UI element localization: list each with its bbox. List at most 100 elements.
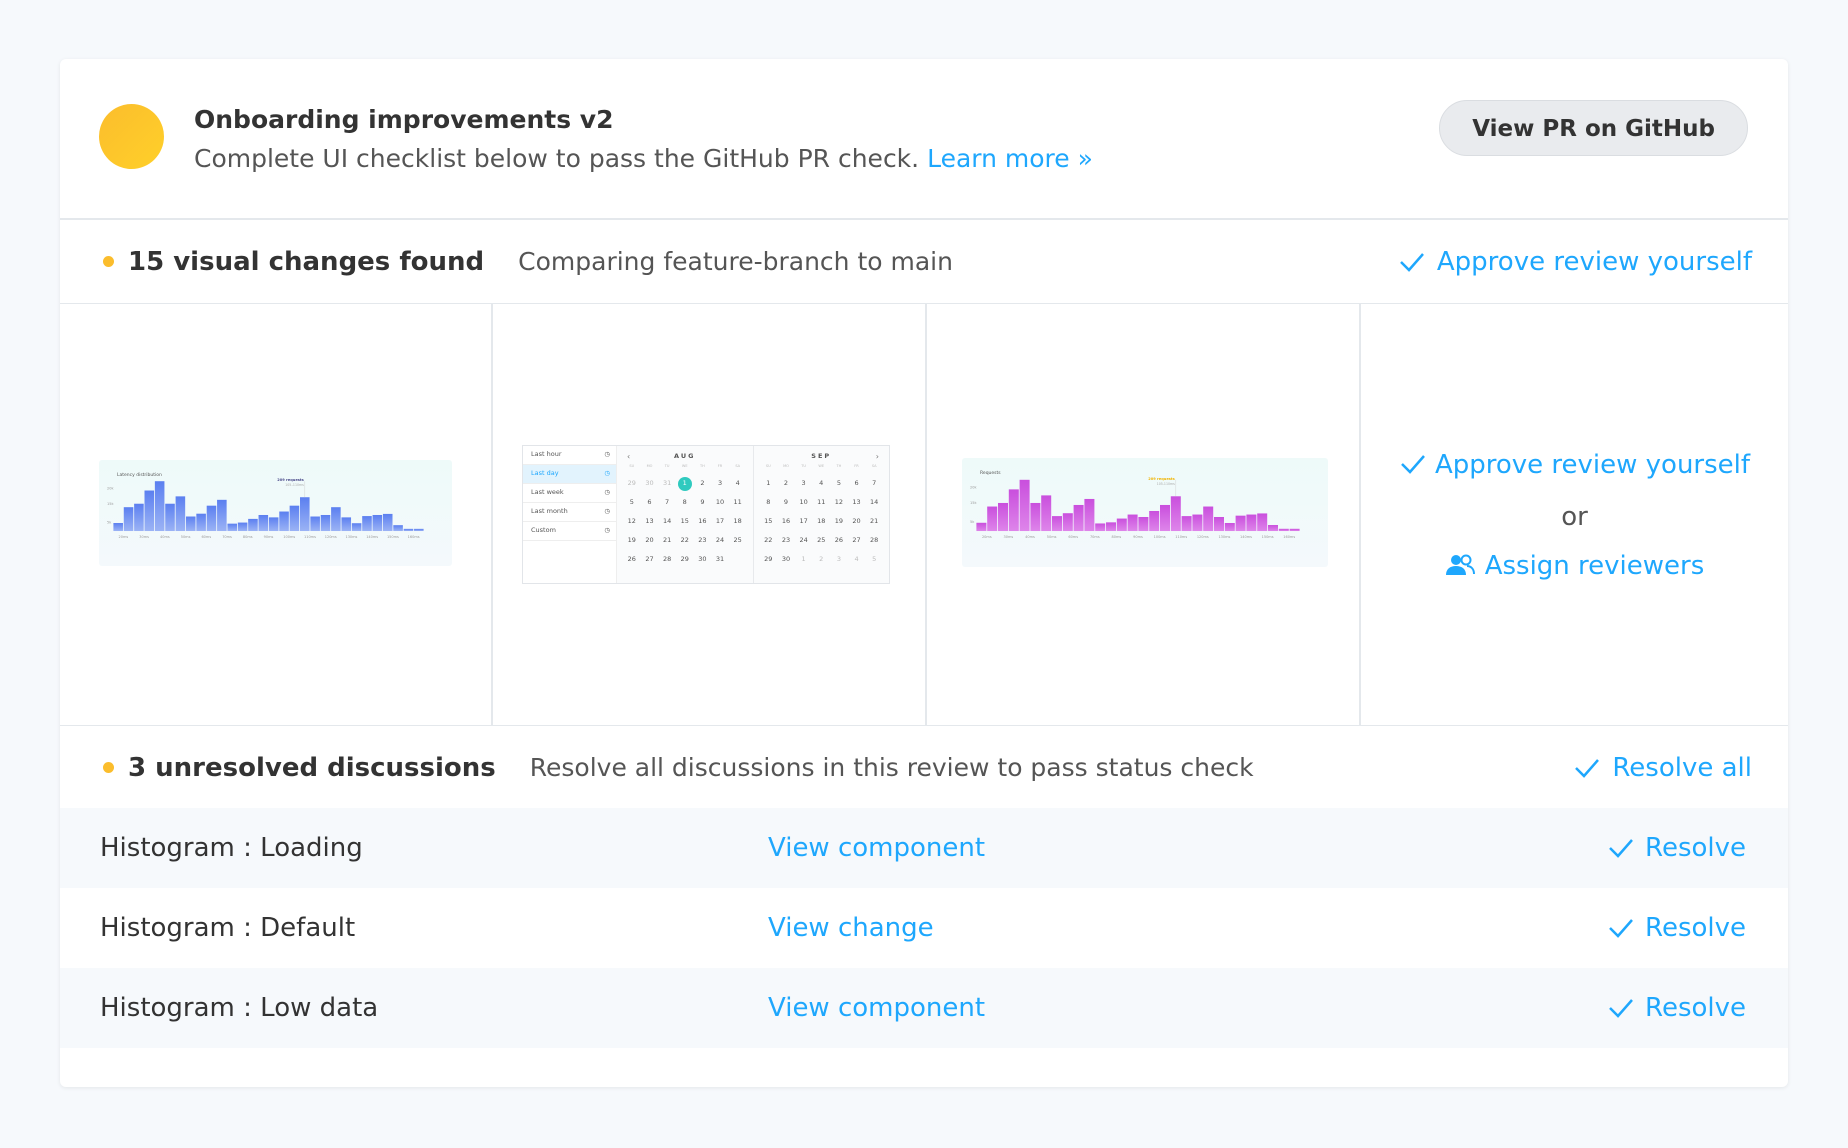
histogram-bar [1138,516,1149,532]
calendar-day[interactable]: 18 [817,517,826,525]
learn-more-link[interactable]: Learn more » [927,144,1093,173]
calendar-day[interactable]: 17 [799,517,808,525]
calendar-day[interactable]: 15 [764,517,773,525]
calendar-day[interactable]: 21 [870,517,879,525]
calendar-day[interactable]: 23 [781,536,791,544]
calendar-day[interactable]: 19 [627,536,636,544]
calendar-day[interactable]: 1 [801,555,806,563]
calendar-day[interactable]: 9 [700,498,705,506]
calendar-day[interactable]: 13 [852,498,861,506]
resolve-button[interactable]: Resolve [1607,833,1746,863]
calendar-day[interactable]: 3 [801,479,806,487]
calendar-day[interactable]: 3 [836,555,841,563]
calendar-day[interactable]: 6 [647,498,652,506]
calendar-day[interactable]: 1 [766,479,771,487]
range-option[interactable]: Last hour ◷ [523,446,616,465]
calendar-day[interactable]: 16 [781,517,791,525]
histogram-thumbnail: Requests 20k 15k 5k 20ms 30ms 40ms 50ms 60ms 70ms… [962,458,1328,567]
calendar-day[interactable]: 14 [662,517,672,525]
calendar-day[interactable]: 29 [764,555,773,563]
calendar-day[interactable]: 28 [662,555,672,563]
build-title: Onboarding improvements v2 [194,105,614,134]
calendar-day[interactable]: 31 [715,555,725,563]
calendar-day[interactable]: 20 [852,517,861,525]
calendar-day[interactable]: 2 [783,479,789,487]
calendar-day[interactable]: 15 [680,517,689,525]
calendar-day[interactable]: 16 [698,517,707,525]
calendar-day[interactable]: 13 [645,517,654,525]
calendar-day[interactable]: 1 [676,474,694,493]
assign-reviewers-link[interactable]: Assign reviewers [1361,551,1788,581]
calendar-day[interactable]: 6 [854,479,859,487]
range-option[interactable]: Last week ◷ [523,484,616,503]
calendar-day[interactable]: 30 [645,479,654,487]
calendar-day[interactable]: 5 [836,479,841,487]
discussion-link[interactable]: View component [768,833,986,863]
calendar-day[interactable]: 29 [680,555,689,563]
snapshot-requests[interactable]: Requests 20k 15k 5k 20ms 30ms 40ms 50ms 60ms 70ms… [927,304,1361,725]
calendar-day[interactable]: 25 [733,536,742,544]
next-month-icon[interactable]: › [875,452,879,461]
snapshot-latency[interactable]: Latency distribution 20k 15k 5k 20ms 30ms 40ms… [60,304,493,725]
review-header: Onboarding improvements v2 Complete UI c… [60,59,1788,220]
snapshot-date-picker[interactable]: Last hour ◷ Last day ◷ Last week ◷ Last month ◷… [493,304,927,725]
range-option[interactable]: Custom ◷ [523,522,616,541]
calendar-day[interactable]: 2 [700,479,705,487]
calendar-day[interactable]: 24 [799,536,808,544]
calendar-day[interactable]: 2 [819,555,824,563]
calendar-day[interactable]: 4 [735,479,740,487]
weekday-label: SA [735,464,740,468]
calendar-day[interactable]: 26 [834,536,844,544]
calendar-day[interactable]: 12 [627,517,636,525]
approve-review-link[interactable]: Approve review yourself [1361,450,1788,480]
range-option[interactable]: Last day ◷ [523,465,616,484]
calendar-day[interactable]: 27 [645,555,654,563]
calendar-day[interactable]: 5 [872,555,877,563]
range-option[interactable]: Last month ◷ [523,503,616,522]
calendar-day[interactable]: 5 [629,498,634,506]
calendar-day[interactable]: 12 [834,498,844,506]
calendar-day[interactable]: 25 [817,536,826,544]
discussion-link[interactable]: View change [768,913,934,943]
calendar-day[interactable]: 17 [715,517,725,525]
calendar-day[interactable]: 19 [834,517,844,525]
calendar-day[interactable]: 22 [680,536,689,544]
calendar-day[interactable]: 30 [781,555,791,563]
calendar-day[interactable]: 11 [733,498,742,506]
calendar-day[interactable]: 18 [733,517,742,525]
resolve-button[interactable]: Resolve [1607,993,1746,1023]
calendar-day[interactable]: 10 [799,498,808,506]
calendar-day[interactable]: 9 [783,498,789,506]
resolve-button[interactable]: Resolve [1607,913,1746,943]
calendar-day[interactable]: 24 [715,536,725,544]
review-card: Onboarding improvements v2 Complete UI c… [60,59,1788,1087]
discussion-link[interactable]: View component [768,993,986,1023]
resolve-label: Resolve [1645,993,1746,1023]
calendar-day[interactable]: 27 [852,536,861,544]
calendar-day[interactable]: 31 [662,479,672,487]
calendar-day[interactable]: 3 [717,479,723,487]
calendar-day[interactable]: 8 [682,498,687,506]
calendar-day[interactable]: 10 [715,498,725,506]
calendar-day[interactable]: 30 [698,555,707,563]
calendar-day[interactable]: 20 [645,536,654,544]
calendar-day[interactable]: 11 [817,498,826,506]
approve-review-button[interactable]: Approve review yourself [1399,247,1752,277]
histogram-bar [1192,514,1203,532]
view-pr-button[interactable]: View PR on GitHub [1439,100,1748,156]
calendar-day[interactable]: 7 [872,479,877,487]
prev-month-icon[interactable]: ‹ [627,452,631,461]
calendar-day[interactable]: 8 [766,498,771,506]
calendar-day[interactable]: 23 [698,536,707,544]
calendar-day[interactable]: 4 [854,555,859,563]
calendar-day[interactable]: 22 [764,536,773,544]
calendar-day[interactable]: 7 [665,498,670,506]
resolve-all-button[interactable]: Resolve all [1574,753,1752,783]
calendar-day[interactable]: 26 [627,555,636,563]
calendar-day[interactable]: 14 [870,498,879,506]
calendar-day[interactable]: 29 [627,479,636,487]
histogram-bar [382,513,393,532]
calendar-day[interactable]: 4 [819,479,824,487]
calendar-day[interactable]: 28 [870,536,879,544]
calendar-day[interactable]: 21 [662,536,672,544]
